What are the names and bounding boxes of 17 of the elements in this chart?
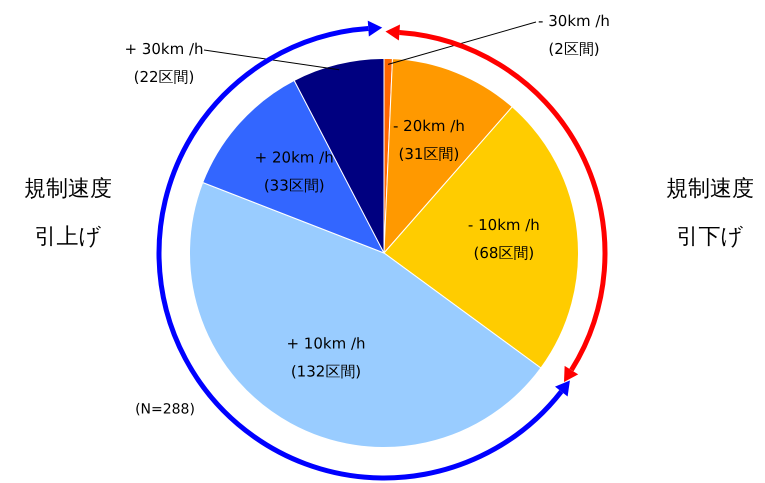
slice-label: - 30km /h: [538, 12, 610, 30]
text: 引上げ: [34, 224, 102, 250]
data-label: (22区間): [134, 68, 194, 86]
slice-label: - 10km /h: [468, 216, 540, 234]
data-label: (31区間): [398, 144, 460, 163]
slice-label: + 10km /h: [286, 334, 366, 353]
text: 規制速度: [666, 176, 754, 202]
data-label: (68区間): [473, 244, 534, 262]
data-label: (2区間): [548, 40, 600, 58]
slice-label: - 20km /h: [392, 116, 465, 135]
slice-label: + 20km /h: [254, 148, 334, 166]
data-label: (132区間): [290, 362, 362, 381]
slice-label: + 30km /h: [124, 40, 204, 58]
text: 規制速度: [24, 176, 112, 202]
text: 引下げ: [676, 224, 744, 250]
text: (N=288): [135, 402, 195, 418]
data-label: (33区間): [264, 176, 325, 194]
